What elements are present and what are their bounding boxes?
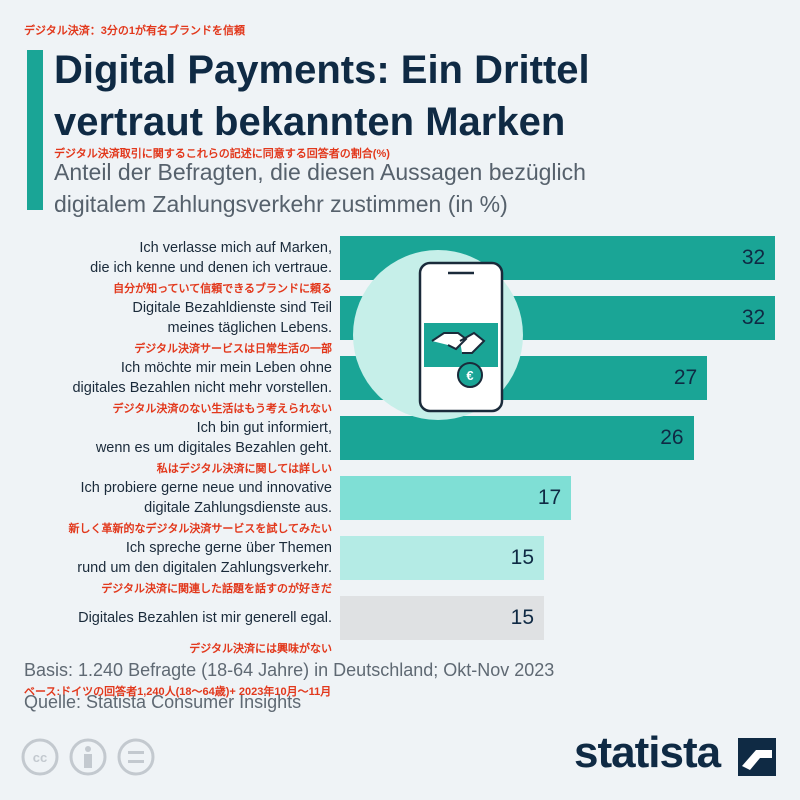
category-note: デジタル決済サービスは日常生活の一部 [134, 343, 332, 355]
category-note: 新しく革新的なデジタル決済サービスを試してみたい [68, 523, 332, 535]
value-label: 17 [537, 486, 562, 509]
value-label: 32 [741, 246, 766, 269]
value-label: 26 [660, 426, 684, 449]
chart-title: Digital Payments: Ein Drittel vertraut b… [54, 48, 590, 144]
category-note: 自分が知っていて信頼できるブランドに頼る [113, 283, 332, 295]
svg-text:€: € [466, 368, 473, 383]
category-label: Ich bin gut informiert, wenn es um digit… [95, 420, 332, 456]
brand: statista [574, 728, 721, 777]
category-label: Ich möchte mir mein Leben ohne digitales… [72, 360, 332, 396]
value-label: 32 [741, 306, 766, 329]
bar [340, 416, 694, 460]
value-label: 15 [510, 606, 534, 629]
svg-text:cc: cc [33, 750, 47, 765]
category-label: Ich probiere gerne neue und innovative d… [80, 480, 332, 516]
brand-icon [738, 738, 776, 776]
category-note: デジタル決済には興味がない [189, 643, 332, 655]
basis: Basis: 1.240 Befragte (18-64 Jahre) in D… [24, 660, 555, 680]
source: Quelle: Statista Consumer Insights [24, 692, 302, 712]
license-icons: cc [21, 738, 155, 776]
category-label: Digitales Bezahlen ist mir generell egal… [78, 610, 332, 626]
chart-subtitle: Anteil der Befragten, die diesen Aussage… [54, 159, 586, 217]
value-label: 15 [510, 546, 534, 569]
bar [340, 596, 544, 640]
bar [340, 536, 544, 580]
category-label: Ich spreche gerne über Themen rund um de… [77, 540, 332, 576]
header-note: デジタル決済：3分の1が有名ブランドを信頼 [24, 25, 246, 37]
category-label: Digitale Bezahldienste sind Teil meines … [132, 300, 332, 336]
illustration: € [353, 250, 523, 420]
category-label: Ich verlasse mich auf Marken, die ich ke… [90, 240, 332, 276]
accent-bar [27, 50, 43, 210]
subtitle-note: デジタル決済取引に関するこれらの記述に同意する回答者の割合(%) [54, 148, 390, 160]
category-note: 私はデジタル決済に関しては詳しい [156, 463, 332, 475]
basis-note: ベース:ドイツの回答者1,240人(18〜64歳)+ 2023年10月〜11月 [24, 686, 332, 698]
bar [340, 476, 572, 520]
category-note: デジタル決済のない生活はもう考えられない [112, 403, 332, 415]
category-note: デジタル決済に関連した話題を話すのが好きだ [101, 583, 332, 595]
value-label: 27 [673, 366, 698, 389]
